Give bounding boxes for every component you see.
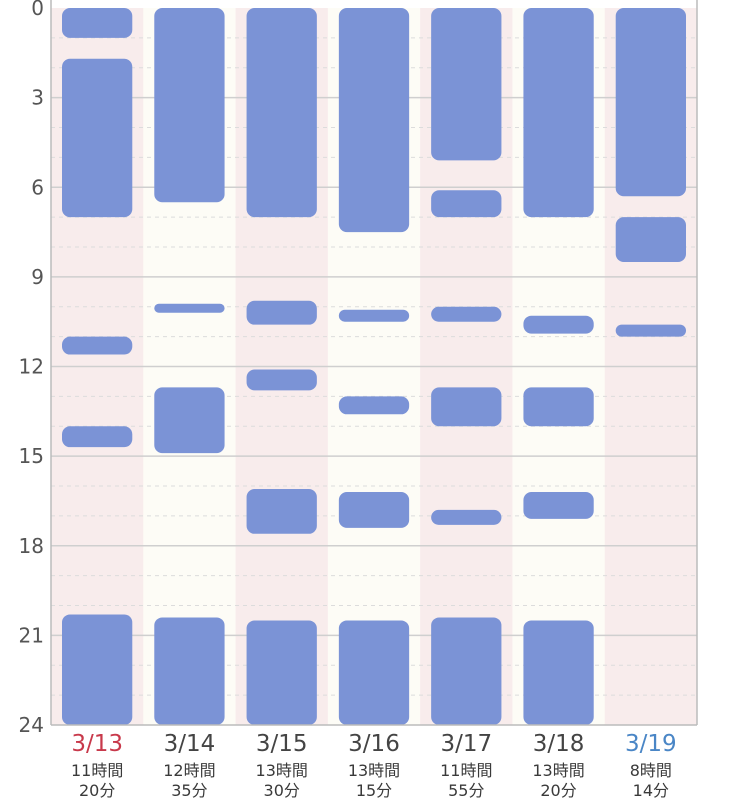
sleep-block	[246, 488, 317, 534]
x-date-label: 3/13	[71, 731, 123, 757]
sleep-block	[154, 8, 225, 203]
sleep-block	[338, 309, 410, 322]
sleep-block	[246, 620, 317, 725]
sleep-block	[154, 617, 225, 725]
sleep-block	[338, 8, 410, 233]
y-tick-label: 21	[19, 623, 44, 647]
duration-hours-label: 13時間	[348, 761, 400, 780]
y-tick-label: 12	[19, 355, 44, 379]
duration-hours-label: 11時間	[440, 761, 492, 780]
sleep-block	[246, 369, 317, 391]
sleep-block	[338, 396, 410, 415]
duration-hours-label: 11時間	[71, 761, 123, 780]
sleep-block	[431, 306, 502, 322]
sleep-block	[431, 509, 502, 525]
y-tick-label: 0	[31, 0, 44, 20]
sleep-block	[62, 614, 133, 725]
y-tick-label: 15	[19, 444, 44, 468]
sleep-block	[615, 217, 686, 262]
y-axis: 0 3 6 9 12 15 18 21 24	[19, 0, 698, 737]
duration-hours-label: 12時間	[163, 761, 215, 780]
sleep-block	[615, 8, 686, 197]
duration-minutes-label: 15分	[356, 781, 392, 800]
duration-hours-label: 13時間	[256, 761, 308, 780]
sleep-block	[62, 336, 133, 355]
duration-hours-label: 13時間	[532, 761, 584, 780]
duration-minutes-label: 14分	[633, 781, 669, 800]
duration-hours-label: 8時間	[630, 761, 672, 780]
sleep-block	[431, 387, 502, 427]
sleep-block	[615, 324, 686, 337]
x-date-label: 3/18	[533, 731, 585, 757]
duration-minutes-label: 35分	[171, 781, 207, 800]
y-tick-label: 9	[31, 265, 44, 289]
sleep-block	[431, 617, 502, 725]
sleep-block	[246, 8, 317, 218]
sleep-block	[431, 8, 502, 161]
x-date-label: 3/16	[348, 731, 400, 757]
sleep-block	[246, 300, 317, 325]
sleep-block	[523, 387, 594, 427]
sleep-block	[62, 426, 133, 448]
x-date-label: 3/19	[625, 731, 677, 757]
x-date-label: 3/15	[256, 731, 308, 757]
y-tick-label: 18	[19, 534, 44, 558]
sleep-blocks	[62, 8, 686, 725]
duration-minutes-label: 20分	[79, 781, 115, 800]
sleep-block	[338, 620, 410, 725]
sleep-block	[523, 8, 594, 218]
sleep-block	[62, 8, 133, 38]
duration-minutes-label: 30分	[264, 781, 300, 800]
x-date-label: 3/17	[440, 731, 492, 757]
y-tick-label: 24	[19, 713, 44, 737]
sleep-block	[523, 491, 594, 519]
sleep-block	[523, 315, 594, 334]
sleep-block	[154, 303, 225, 313]
x-axis-labels: 3/1311時間20分3/1412時間35分3/1513時間30分3/1613時…	[71, 731, 677, 800]
sleep-block	[154, 387, 225, 454]
x-date-label: 3/14	[164, 731, 216, 757]
sleep-block	[62, 58, 133, 218]
y-tick-label: 6	[31, 175, 44, 199]
sleep-block	[431, 190, 502, 218]
duration-minutes-label: 20分	[540, 781, 576, 800]
y-tick-label: 3	[31, 86, 44, 110]
duration-minutes-label: 55分	[448, 781, 484, 800]
sleep-block	[523, 620, 594, 725]
sleep-block	[338, 491, 410, 528]
